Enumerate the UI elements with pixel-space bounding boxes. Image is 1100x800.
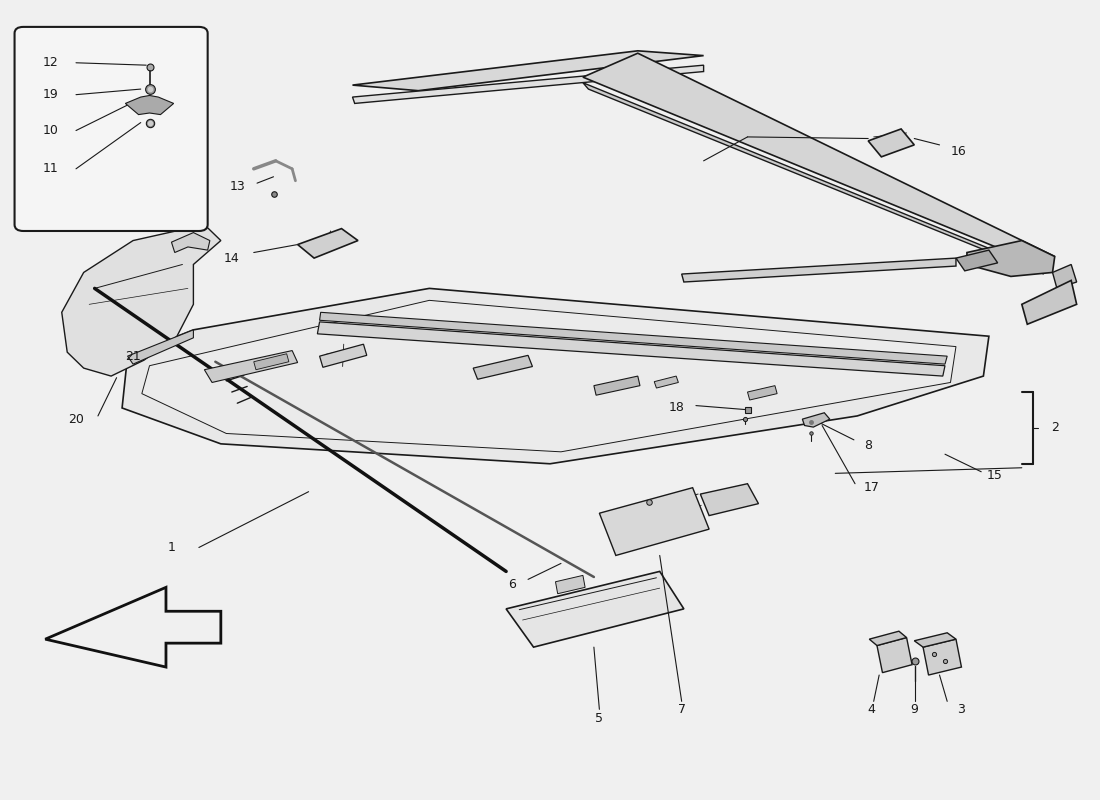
Polygon shape (352, 65, 704, 103)
Polygon shape (748, 386, 777, 400)
Polygon shape (122, 288, 989, 464)
Text: 12: 12 (43, 56, 58, 70)
Polygon shape (128, 330, 194, 364)
Text: 1: 1 (167, 541, 175, 554)
Text: 10: 10 (43, 124, 58, 137)
Polygon shape (320, 344, 366, 367)
Polygon shape (125, 95, 174, 114)
Text: 7: 7 (678, 703, 685, 716)
Text: 4: 4 (868, 703, 876, 716)
Text: 6: 6 (508, 578, 516, 591)
Polygon shape (914, 633, 956, 647)
Polygon shape (583, 54, 1055, 265)
Polygon shape (868, 129, 914, 157)
Text: 2: 2 (1050, 422, 1058, 434)
Text: 21: 21 (125, 350, 141, 362)
Text: 11: 11 (43, 162, 58, 175)
Text: 17: 17 (864, 481, 879, 494)
Text: 20: 20 (68, 414, 84, 426)
Text: 15: 15 (987, 470, 1002, 482)
Text: 5: 5 (595, 712, 604, 726)
Polygon shape (701, 484, 759, 515)
Polygon shape (142, 300, 956, 452)
Polygon shape (869, 631, 906, 646)
Polygon shape (923, 639, 961, 675)
Polygon shape (802, 413, 829, 427)
Polygon shape (877, 638, 912, 673)
Text: 18: 18 (668, 402, 684, 414)
Polygon shape (682, 258, 956, 282)
Text: 19: 19 (43, 88, 58, 101)
Polygon shape (352, 51, 704, 90)
Text: 14: 14 (224, 251, 240, 265)
Polygon shape (298, 229, 358, 258)
Polygon shape (205, 350, 298, 382)
Polygon shape (583, 82, 1044, 274)
Polygon shape (1053, 265, 1077, 288)
Text: 9: 9 (911, 703, 918, 716)
Polygon shape (318, 322, 945, 376)
Polygon shape (506, 571, 684, 647)
Polygon shape (1022, 281, 1077, 324)
Polygon shape (62, 225, 221, 376)
Polygon shape (172, 233, 210, 253)
Polygon shape (967, 241, 1055, 277)
Polygon shape (473, 355, 532, 379)
Polygon shape (654, 376, 679, 388)
Polygon shape (320, 312, 947, 364)
Text: 16: 16 (950, 145, 966, 158)
Text: 8: 8 (865, 439, 872, 452)
Text: 3: 3 (957, 703, 966, 716)
Polygon shape (254, 354, 289, 370)
Polygon shape (45, 587, 221, 667)
Polygon shape (556, 575, 585, 594)
Text: autospares: autospares (296, 361, 804, 439)
Text: 13: 13 (230, 180, 245, 193)
Polygon shape (956, 250, 998, 271)
FancyBboxPatch shape (14, 27, 208, 231)
Polygon shape (600, 488, 710, 555)
Polygon shape (594, 376, 640, 395)
